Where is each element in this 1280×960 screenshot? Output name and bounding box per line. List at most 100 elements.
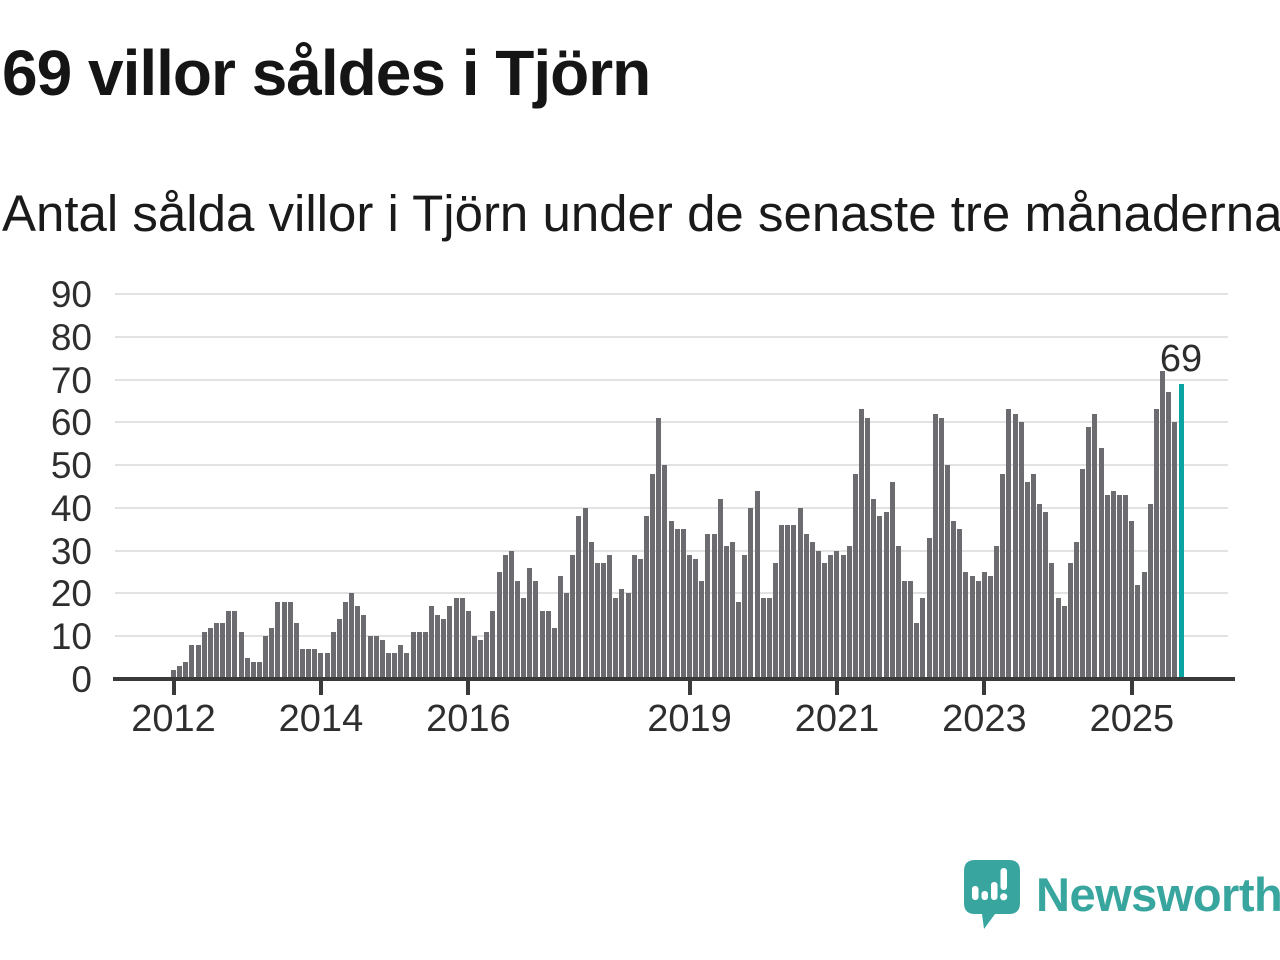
bar: [1031, 473, 1037, 679]
bar: [588, 542, 594, 679]
x-axis-tick-label: 2012: [131, 698, 216, 740]
x-axis-tick: [466, 681, 471, 695]
bar: [816, 550, 822, 679]
bar: [570, 554, 576, 679]
bar: [760, 597, 766, 679]
bar: [576, 516, 582, 679]
gridline: [115, 464, 1228, 467]
bar: [1166, 392, 1172, 679]
bar: [502, 554, 508, 679]
bar: [871, 499, 877, 679]
bar: [318, 653, 324, 679]
bar: [324, 653, 330, 679]
x-axis-tick-label: 2025: [1089, 698, 1175, 740]
bar: [220, 623, 226, 679]
bar-chart-exclamation-speech-bubble-icon: [964, 860, 1020, 929]
bar: [705, 533, 711, 679]
bar: [515, 580, 521, 679]
bar: [754, 490, 760, 679]
highlight-value-label: 69: [1159, 337, 1203, 380]
bar: [951, 520, 957, 679]
bar: [1153, 409, 1159, 679]
bar: [594, 563, 600, 679]
y-axis-tick-label: 10: [50, 616, 92, 658]
bar: [650, 473, 656, 679]
bar: [429, 606, 435, 679]
bar: [717, 499, 723, 679]
bar: [361, 614, 367, 679]
bar: [1012, 413, 1018, 679]
bar: [386, 653, 391, 679]
x-axis-tick-label: 2023: [942, 698, 1027, 740]
bar: [1086, 426, 1092, 679]
bar: [490, 610, 496, 679]
x-axis-tick: [318, 681, 323, 695]
bar: [674, 529, 680, 679]
bar: [404, 653, 410, 679]
gridline: [115, 506, 1228, 509]
bar: [975, 580, 981, 679]
bar: [748, 507, 754, 679]
bar: [189, 644, 195, 679]
x-axis-tick: [1129, 681, 1134, 695]
bar: [355, 606, 361, 679]
bar: [1172, 422, 1178, 679]
gridline: [115, 378, 1228, 381]
bar: [373, 636, 379, 679]
page-title: 69 villor såldes i Tjörn: [2, 37, 651, 109]
bar: [533, 580, 539, 679]
bar: [484, 631, 490, 679]
bar: [287, 601, 293, 679]
bar: [889, 482, 895, 679]
bar: [416, 631, 422, 679]
bar: [932, 413, 938, 679]
bar: [963, 572, 969, 679]
bar: [994, 546, 1000, 679]
bar: [1160, 370, 1166, 679]
bar: [312, 649, 318, 679]
bar: [779, 524, 785, 679]
bar: [914, 623, 920, 679]
bar: [736, 601, 742, 679]
bar: [281, 601, 287, 679]
bar: [668, 520, 674, 679]
bar: [183, 661, 189, 679]
x-axis-line: [113, 677, 1235, 681]
bar: [582, 507, 588, 679]
page-subtitle: Antal sålda villor i Tjörn under de sena…: [2, 185, 1280, 242]
bar: [238, 631, 244, 679]
bar: [619, 589, 625, 679]
bar: [1000, 473, 1006, 679]
bar: [908, 580, 914, 679]
bar: [545, 610, 551, 679]
bar: [1061, 606, 1067, 679]
x-axis-tick: [982, 681, 987, 695]
bar: [773, 563, 779, 679]
bar: [938, 418, 944, 679]
bar: [631, 554, 637, 679]
brand-name: Newsworthy: [1036, 867, 1280, 921]
bar: [453, 597, 459, 679]
bar: [343, 601, 348, 679]
bar: [330, 631, 336, 679]
bar: [693, 559, 699, 679]
bar: [207, 627, 213, 679]
bar: [558, 576, 564, 679]
bar: [521, 597, 527, 679]
bar: [226, 610, 232, 679]
x-axis-tick-label: 2016: [426, 698, 511, 740]
brand-footer: Newsworthy: [962, 858, 1280, 930]
bar: [895, 546, 901, 679]
bar: [1098, 447, 1104, 679]
bar: [472, 636, 478, 679]
bar: [902, 580, 908, 679]
bar: [422, 631, 428, 679]
bar: [171, 670, 176, 679]
bar: [840, 554, 846, 679]
bar: [822, 563, 828, 679]
bar: [447, 606, 453, 679]
bar: [1024, 482, 1030, 679]
bar: [859, 409, 865, 679]
gridline: [115, 335, 1228, 338]
